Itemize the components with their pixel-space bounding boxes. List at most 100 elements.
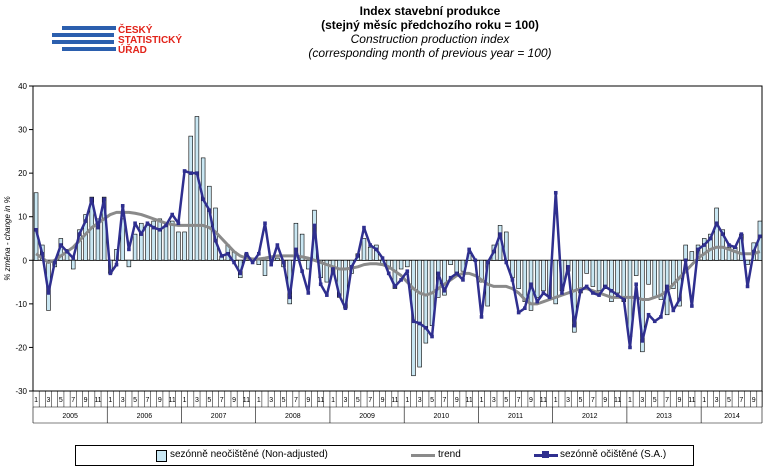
sa-point <box>467 247 471 252</box>
bar-non-adjusted <box>702 238 707 261</box>
sa-point <box>343 306 348 311</box>
sa-point <box>374 247 379 252</box>
y-tick-label: 20 <box>18 169 27 178</box>
bar-non-adjusted <box>200 157 206 261</box>
sa-point <box>294 247 298 252</box>
bar-non-adjusted <box>392 259 398 289</box>
sa-point <box>65 249 69 254</box>
bar-non-adjusted <box>262 259 268 276</box>
sa-point <box>510 278 515 282</box>
sa-point <box>553 190 558 195</box>
x-month-label: 9 <box>158 397 162 404</box>
legend-label-trend: trend <box>438 449 461 460</box>
sa-point <box>362 225 366 230</box>
x-month-label: 1 <box>405 397 409 404</box>
bar-non-adjusted <box>720 229 726 261</box>
sa-point <box>615 293 620 297</box>
sa-point <box>52 260 57 265</box>
sa-point <box>591 291 595 295</box>
bar-non-adjusted <box>256 259 262 265</box>
bar-non-adjusted <box>522 259 528 302</box>
x-month-label: 5 <box>282 397 286 404</box>
y-tick-label: -10 <box>15 300 27 309</box>
x-month-label: 11 <box>243 397 250 404</box>
bar-non-adjusted <box>126 259 132 268</box>
sa-point <box>448 275 453 280</box>
sa-point <box>77 232 82 236</box>
sa-point <box>219 254 224 258</box>
bar-non-adjusted <box>658 259 664 300</box>
sa-point <box>337 293 342 297</box>
x-month-label: 3 <box>343 397 347 404</box>
sa-point <box>269 262 273 267</box>
bar-non-adjusted <box>157 218 163 261</box>
sa-point <box>133 221 137 226</box>
bar-non-adjusted <box>398 259 404 270</box>
x-month-label: 7 <box>665 397 669 404</box>
bar-non-adjusted <box>541 259 546 292</box>
sa-point <box>461 278 465 282</box>
x-month-label: 1 <box>257 397 261 404</box>
sa-point <box>127 247 131 252</box>
bar-non-adjusted <box>448 259 453 265</box>
x-month-label: 1 <box>331 397 335 404</box>
sa-point <box>603 284 608 289</box>
logo-text-line3: ÚŘAD <box>118 45 147 56</box>
sa-point <box>232 260 236 265</box>
chart-subtitle-cz: (stejný měsíc předchozího roku = 100) <box>321 18 539 32</box>
bar-non-adjusted <box>194 116 200 261</box>
y-tick-label: 10 <box>18 213 27 222</box>
sa-point <box>671 308 676 313</box>
x-month-label: 3 <box>492 397 496 404</box>
sa-point <box>628 345 632 350</box>
sa-point <box>238 271 243 276</box>
legend-marker-sa <box>542 451 549 458</box>
sa-point <box>34 227 38 232</box>
bar-non-adjusted <box>590 259 596 287</box>
sa-point <box>683 258 688 263</box>
bar-non-adjusted <box>603 259 608 289</box>
sa-point <box>566 265 570 269</box>
bar-non-adjusted <box>151 220 156 261</box>
bar-non-adjusted <box>95 218 101 261</box>
sa-point <box>250 260 255 265</box>
sa-point <box>83 219 88 223</box>
logo-text-line2: STATISTICKÝ <box>118 35 183 46</box>
sa-point <box>318 282 323 287</box>
sa-point <box>454 271 459 276</box>
x-month-label: 3 <box>47 397 51 404</box>
sa-point <box>151 225 156 230</box>
bar-non-adjusted <box>442 259 447 296</box>
sa-point <box>646 312 651 317</box>
x-month-label: 9 <box>84 397 88 404</box>
sa-point <box>226 251 230 256</box>
bar-non-adjusted <box>169 220 175 261</box>
sa-point <box>535 299 539 304</box>
bar-non-adjusted <box>479 259 484 283</box>
bar-non-adjusted <box>299 233 305 261</box>
sa-point <box>405 269 410 273</box>
sa-point <box>751 249 756 254</box>
sa-point <box>442 288 447 293</box>
bar-non-adjusted <box>621 259 627 302</box>
x-month-label: 3 <box>195 397 199 404</box>
sa-point <box>720 232 725 236</box>
bar-non-adjusted <box>163 225 169 261</box>
x-month-label: 9 <box>455 397 459 404</box>
sa-point <box>244 251 249 256</box>
bar-non-adjusted <box>689 251 695 261</box>
x-year-label: 2013 <box>656 413 672 420</box>
x-month-label: 5 <box>430 397 434 404</box>
x-month-label: 9 <box>232 397 236 404</box>
sa-point <box>485 260 490 265</box>
sa-point <box>652 319 657 324</box>
sa-point <box>677 297 682 302</box>
bar-non-adjusted <box>534 259 540 298</box>
bar-non-adjusted <box>367 246 373 261</box>
sa-point <box>696 247 700 252</box>
sa-point <box>170 212 174 217</box>
bar-non-adjusted <box>182 231 187 261</box>
csu-logo: ČESKÝ STATISTICKÝ ÚŘAD <box>52 24 182 60</box>
x-year-label: 2010 <box>434 413 450 420</box>
bar-non-adjusted <box>584 259 589 274</box>
